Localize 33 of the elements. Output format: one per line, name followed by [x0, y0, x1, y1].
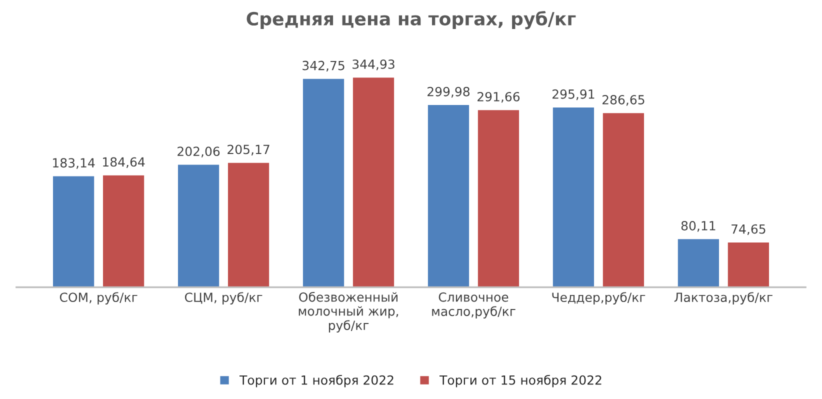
data-label: 299,98 [428, 86, 470, 98]
data-label: 74,65 [732, 224, 766, 236]
bar [426, 104, 470, 288]
data-label: 286,65 [602, 95, 644, 106]
data-label: 342,75 [302, 60, 344, 72]
x-tick-label: СОМ, руб/кг [60, 292, 138, 304]
legend-label: Торги от 15 ноября 2022 [439, 374, 602, 388]
bar [602, 112, 646, 288]
x-tick-label: Обезвоженный молочный жир, руб/кг [298, 292, 398, 332]
data-label: 205,17 [228, 144, 270, 156]
bar [552, 106, 596, 288]
x-tick-label: Сливочное масло,руб/кг [432, 292, 516, 318]
bar [302, 78, 346, 288]
bar [352, 76, 396, 288]
bar [726, 241, 770, 288]
x-tick-label: СЦМ, руб/кг [184, 292, 262, 304]
data-label: 295,91 [552, 89, 594, 100]
chart-title: Средняя цена на торгах, руб/кг [246, 10, 576, 30]
data-label: 344,93 [352, 59, 394, 70]
bar [102, 174, 146, 288]
bar [676, 238, 720, 288]
data-label: 80,11 [681, 220, 716, 232]
x-tick-label: Чеддер,руб/кг [552, 292, 646, 304]
x-tick-label: Лактоза,руб/кг [674, 292, 772, 304]
data-label: 183,14 [53, 158, 95, 169]
bar [476, 108, 520, 288]
data-label: 202,06 [178, 146, 220, 158]
bar [176, 163, 220, 288]
data-label: 291,66 [478, 92, 520, 103]
bar [226, 161, 270, 288]
data-label: 184,64 [103, 157, 145, 168]
legend-label: Торги от 1 ноября 2022 [239, 374, 394, 388]
bar [52, 174, 96, 288]
